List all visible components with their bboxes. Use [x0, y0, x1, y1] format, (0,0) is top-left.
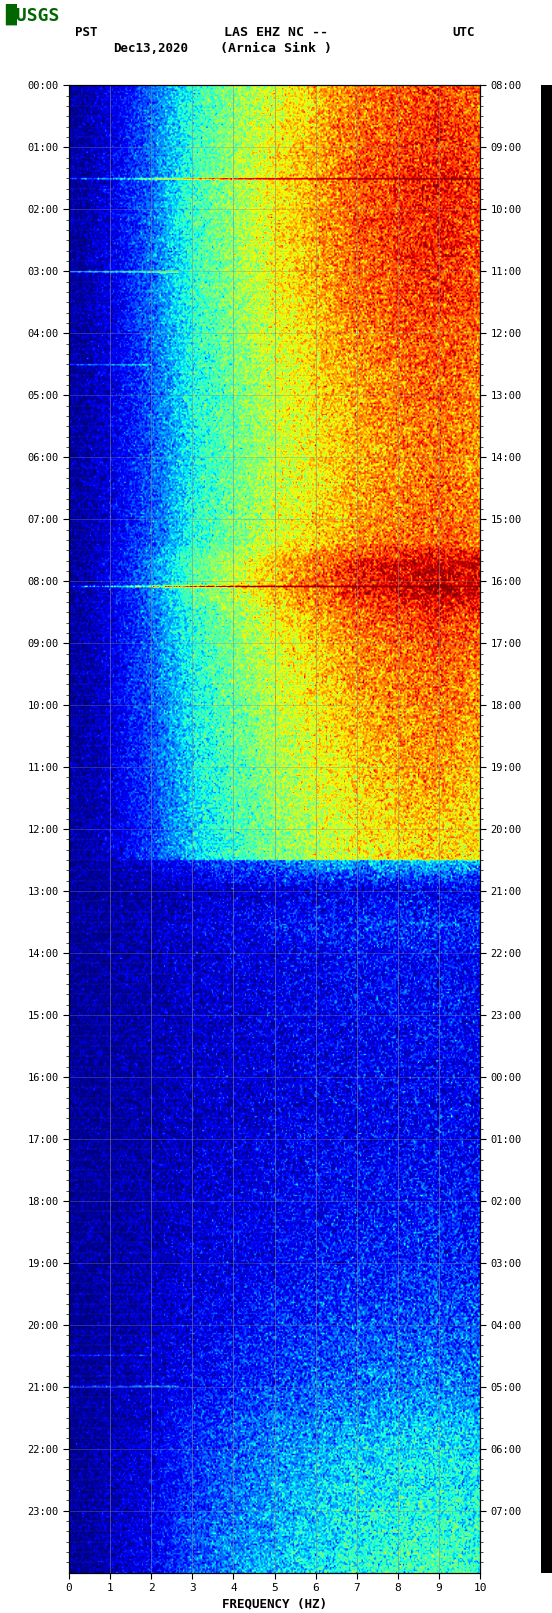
Text: (Arnica Sink ): (Arnica Sink ): [220, 42, 332, 55]
Text: Dec13,2020: Dec13,2020: [113, 42, 188, 55]
X-axis label: FREQUENCY (HZ): FREQUENCY (HZ): [222, 1597, 327, 1610]
Text: LAS EHZ NC --: LAS EHZ NC --: [224, 26, 328, 39]
Text: PST: PST: [75, 26, 97, 39]
Text: UTC: UTC: [452, 26, 475, 39]
Text: █USGS: █USGS: [6, 3, 60, 24]
